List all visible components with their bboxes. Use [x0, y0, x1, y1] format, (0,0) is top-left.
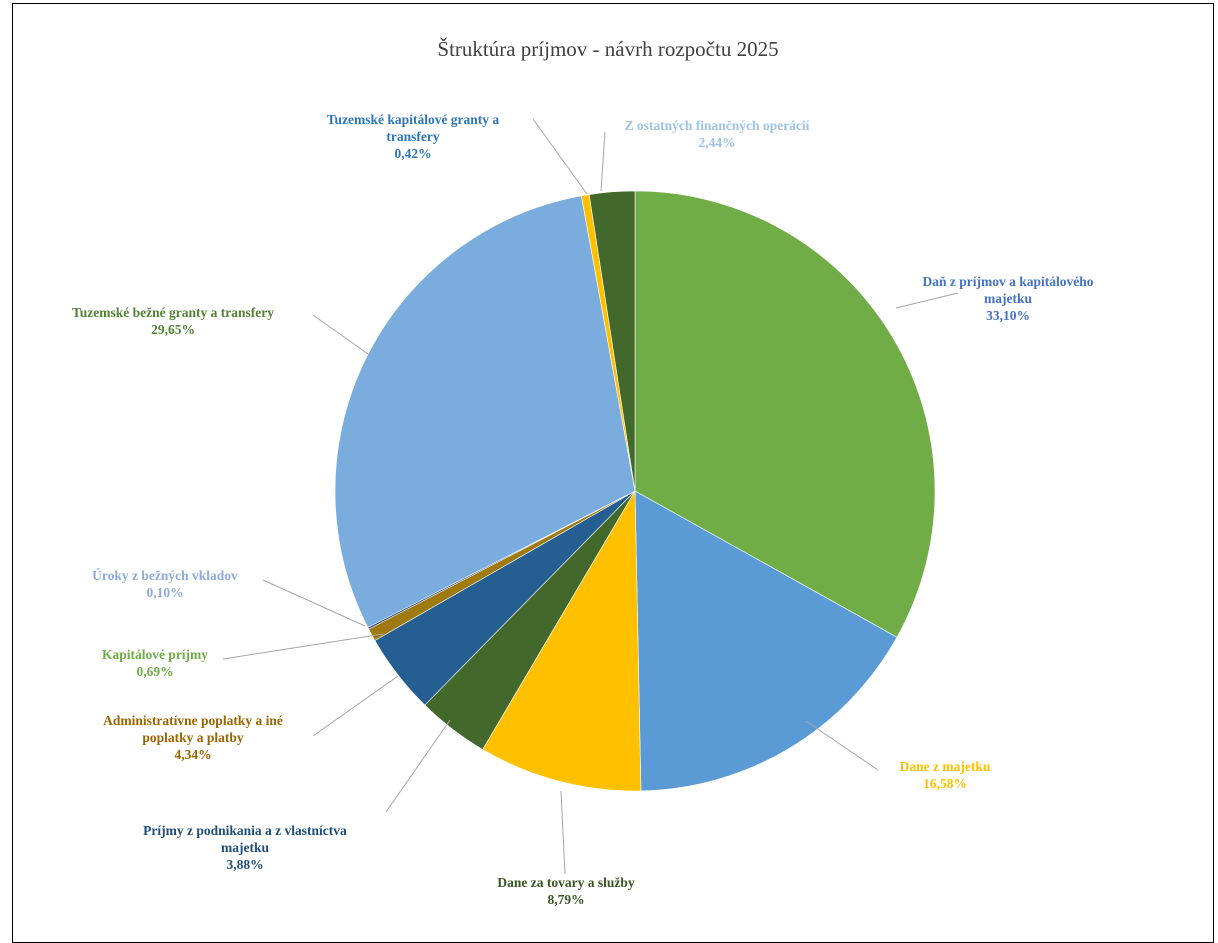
data-label-z-ostatnych-financnych-operacii: Z ostatných finančných operácií 2,44% — [625, 118, 810, 150]
pie-slices — [334, 190, 936, 792]
leader-lines — [222, 118, 959, 875]
leader-line-z-ostatnych-financnych-operacii — [600, 131, 606, 192]
leader-line-kapitalove-prijmy — [222, 633, 384, 660]
pie-chart: Štruktúra príjmov - návrh rozpočtu 2025 … — [72, 37, 1094, 907]
leader-line-prijmy-z-podnikania-a-z-vlastnictva-majetku — [385, 719, 451, 813]
slice-z-ostatnych-financnych-operacii — [588, 190, 636, 492]
data-label-prijmy-z-podnikania-a-z-vlastnictva-majetku: Príjmy z podnikania a z vlastníctva majet… — [143, 823, 347, 872]
leader-line-tuzemske-bezne-granty-a-transfery — [312, 314, 369, 355]
data-label-uroky-z-beznych-vkladov: Úroky z bežných vkladov 0,10% — [92, 568, 238, 600]
data-label-tuzemske-bezne-granty-a-transfery: Tuzemské bežné granty a transfery 29,65% — [72, 305, 274, 337]
data-labels: Daň z príjmov a kapitálového majetku 33,10… — [72, 112, 1094, 907]
data-label-tuzemske-kapitalove-granty-a-transfery: Tuzemské kapitálové granty a transfery 0,4… — [327, 112, 500, 161]
chart-frame: Štruktúra príjmov - návrh rozpočtu 2025 … — [12, 3, 1214, 943]
leader-line-dane-za-tovary-a-sluzby — [560, 790, 566, 875]
leader-line-tuzemske-kapitalove-granty-a-transfery — [532, 118, 588, 195]
leader-line-uroky-z-beznych-vkladov — [262, 579, 366, 627]
slice-dane-z-majetku — [634, 490, 898, 792]
leader-line-dane-z-majetku — [805, 720, 879, 771]
slice-dane-za-tovary-a-sluzby — [482, 489, 642, 792]
data-label-dan-z-prijmov-a-kapitaloveho-majetku: Daň z príjmov a kapitálového majetku 33,10… — [922, 274, 1093, 323]
data-label-dane-z-majetku: Dane z majetku 16,58% — [900, 759, 991, 791]
chart-title: Štruktúra príjmov - návrh rozpočtu 2025 — [437, 37, 778, 61]
data-label-dane-za-tovary-a-sluzby: Dane za tovary a služby 8,79% — [497, 875, 634, 907]
leader-line-administrativne-poplatky-a-ine-poplatky-a-platby — [312, 675, 399, 737]
data-label-kapitalove-prijmy: Kapitálové príjmy 0,69% — [102, 647, 208, 679]
leader-line-dan-z-prijmov-a-kapitaloveho-majetku — [895, 292, 959, 309]
data-label-administrativne-poplatky-a-ine-poplatky-a-platby: Administratívne poplatky a iné poplatky a… — [103, 713, 283, 762]
slice-dan-z-prijmov-a-kapitaloveho-majetku — [634, 190, 936, 638]
slice-tuzemske-bezne-granty-a-transfery — [334, 195, 636, 628]
